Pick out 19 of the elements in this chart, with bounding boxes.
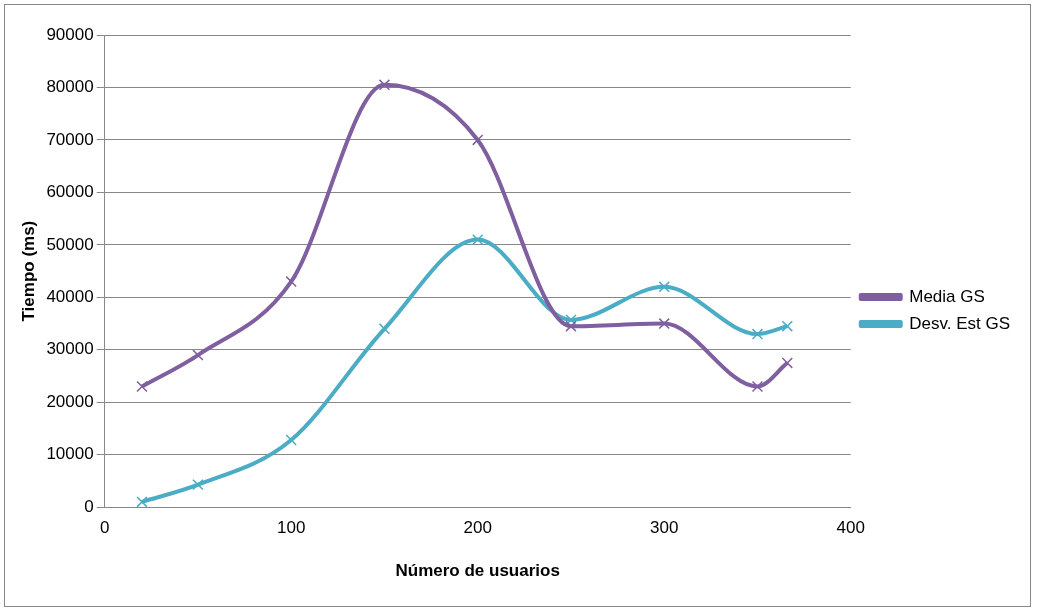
y-tick-label: 90000 [46,24,94,44]
y-tick-label: 10000 [46,444,94,464]
x-tick-label: 0 [99,518,110,538]
y-tick-label: 30000 [46,339,94,359]
y-tick-label: 80000 [46,77,94,97]
y-tick-label: 70000 [46,129,94,149]
x-tick-label: 300 [650,518,679,538]
x-tick-label: 100 [277,518,306,538]
x-tick-label: 200 [463,518,492,538]
x-axis-title: Número de usuarios [395,561,560,581]
y-tick-label: 0 [84,496,94,516]
x-tick-label: 400 [836,518,865,538]
y-tick-label: 60000 [46,182,94,202]
y-tick-label: 20000 [46,391,94,411]
y-tick-label: 40000 [46,287,94,307]
y-tick-label: 50000 [46,234,94,254]
legend-label: Media GS [909,286,985,306]
y-axis-title: Tiempo (ms) [18,220,38,322]
legend-label: Desv. Est GS [909,313,1010,333]
